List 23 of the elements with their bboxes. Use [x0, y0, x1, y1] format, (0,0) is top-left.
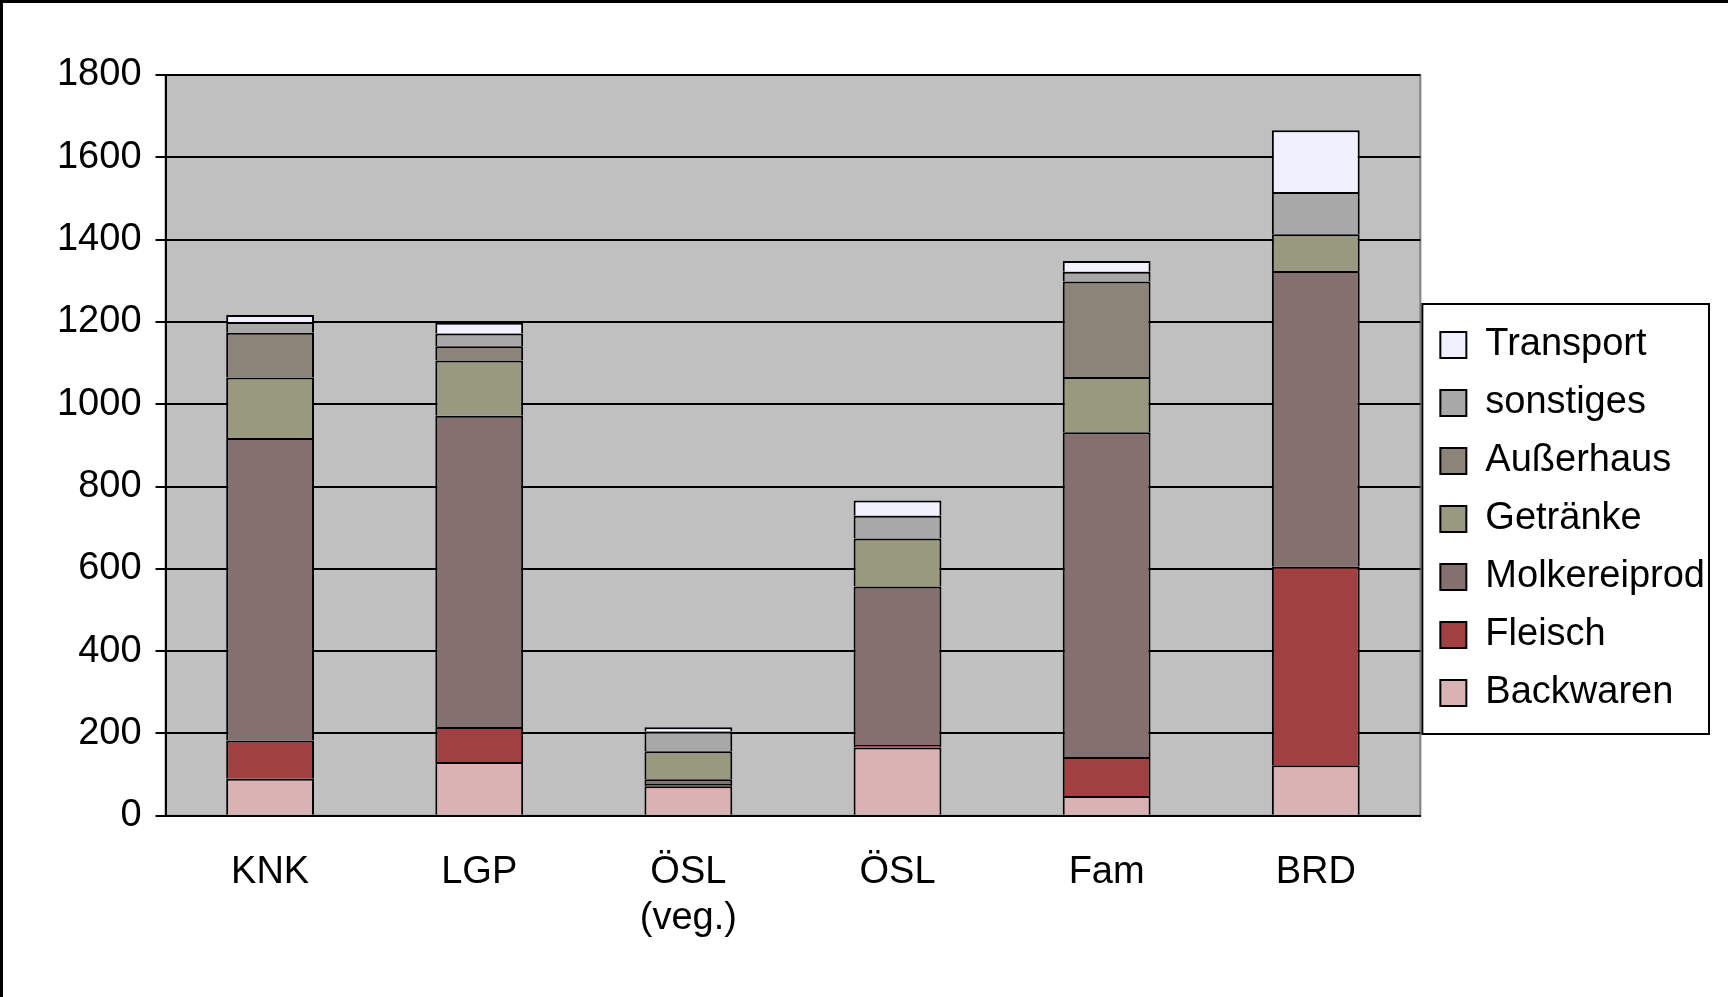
- y-tick-label: 1600: [56, 133, 142, 176]
- legend-label: Backwaren: [1485, 669, 1674, 712]
- y-tick-label: 200: [78, 709, 142, 752]
- legend-label: Getränke: [1485, 495, 1642, 538]
- x-tick-label: Fam: [1068, 849, 1145, 892]
- x-tick-label: LGP: [441, 849, 518, 892]
- y-tick-label: 600: [78, 545, 142, 588]
- x-tick-label: ÖSL (veg.): [639, 849, 737, 937]
- legend-label: Molkereiprod: [1485, 553, 1706, 596]
- x-tick-label: ÖSL: [859, 849, 936, 892]
- y-tick-label: 0: [120, 792, 142, 835]
- x-tick-label: KNK: [231, 849, 310, 892]
- y-tick-label: 1800: [56, 51, 142, 94]
- y-tick-label: 1000: [56, 380, 142, 423]
- legend-label: Fleisch: [1485, 611, 1606, 654]
- y-tick-label: 1200: [56, 298, 142, 341]
- y-tick-label: 400: [78, 627, 142, 670]
- legend-label: sonstiges: [1485, 379, 1646, 422]
- y-tick-label: 1400: [56, 216, 142, 259]
- y-tick-label: 800: [78, 463, 142, 506]
- legend-label: Transport: [1485, 321, 1647, 364]
- x-tick-label: BRD: [1275, 849, 1356, 892]
- legend-label: Außerhaus: [1485, 437, 1672, 480]
